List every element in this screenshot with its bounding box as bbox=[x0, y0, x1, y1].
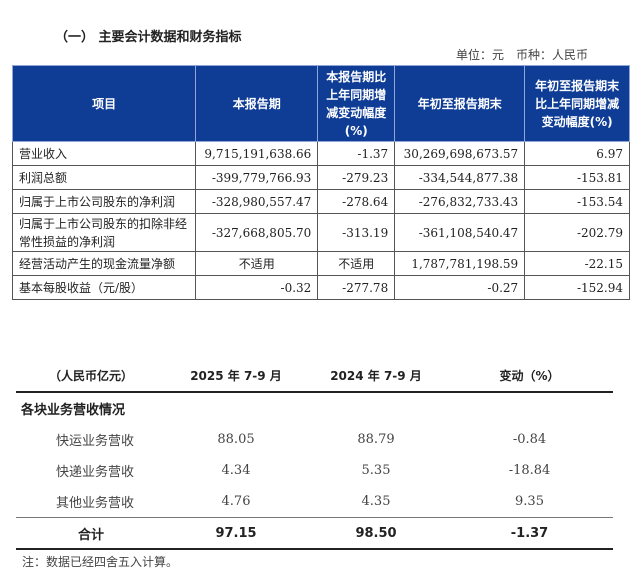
cell: -18.84 bbox=[508, 463, 551, 478]
cell: 不适用 bbox=[317, 251, 396, 276]
header-cell: 项目 bbox=[11, 65, 197, 142]
section-title: （一） 主要会计数据和财务指标 bbox=[55, 30, 242, 45]
row-label: 其他业务营收 bbox=[56, 496, 135, 511]
section-row: 各块业务营收情况 bbox=[16, 392, 613, 424]
financial-indicators-table: 项目 本报告期 本报告期比上年同期增减变动幅度(%) 年初至报告期末 年初至报告… bbox=[11, 65, 630, 300]
footnote: 注：数据已经四舍五入计算。 bbox=[22, 555, 179, 569]
cell: -1.37 bbox=[317, 141, 396, 166]
header-cell: （人民币亿元） bbox=[16, 360, 166, 393]
cell: -327,668,805.70 bbox=[195, 213, 319, 252]
table-row: 快递业务营收 4.34 5.35 -18.84 bbox=[16, 455, 613, 486]
table-header: （人民币亿元） 2025 年 7-9 月 2024 年 7-9 月 变动（%） bbox=[16, 360, 613, 393]
cell: -0.84 bbox=[512, 432, 547, 447]
cell: 9.35 bbox=[515, 494, 544, 509]
section-label: 各块业务营收情况 bbox=[21, 403, 126, 418]
cell: 1,787,781,198.59 bbox=[394, 251, 526, 276]
cell: 88.79 bbox=[357, 432, 395, 447]
row-label: 快运业务营收 bbox=[56, 434, 135, 449]
table-row: 经营活动产生的现金流量净额 不适用 不适用 1,787,781,198.59 -… bbox=[11, 251, 630, 276]
cell: -279.23 bbox=[317, 165, 396, 190]
row-label: 快递业务营收 bbox=[56, 465, 135, 480]
cell: -277.78 bbox=[317, 275, 396, 300]
header-cell: 年初至报告期末比上年同期增减变动幅度(%) bbox=[524, 65, 630, 142]
cell: -278.64 bbox=[317, 189, 396, 214]
unit-label: 单位：元 币种：人民币 bbox=[455, 48, 588, 62]
header-cell: 本报告期比上年同期增减变动幅度(%) bbox=[317, 65, 396, 142]
row-label: 归属于上市公司股东的扣除非经常性损益的净利润 bbox=[11, 213, 197, 252]
cell: -22.15 bbox=[524, 251, 630, 276]
row-label: 合计 bbox=[16, 517, 166, 550]
header-cell: 年初至报告期末 bbox=[394, 65, 526, 142]
header-cell: 本报告期 bbox=[195, 65, 319, 142]
table-row: 归属于上市公司股东的扣除非经常性损益的净利润 -327,668,805.70 -… bbox=[11, 213, 630, 252]
cell: -334,544,877.38 bbox=[394, 165, 526, 190]
cell: 5.35 bbox=[361, 463, 391, 478]
cell: 9,715,191,638.66 bbox=[195, 141, 319, 166]
cell: -399,779,766.93 bbox=[195, 165, 319, 190]
row-label: 基本每股收益（元/股） bbox=[11, 275, 197, 300]
cell: -361,108,540.47 bbox=[394, 213, 526, 252]
header-cell: 变动（%） bbox=[446, 360, 613, 393]
cell: -0.27 bbox=[394, 275, 526, 300]
row-label: 利润总额 bbox=[11, 165, 197, 190]
row-label: 归属于上市公司股东的净利润 bbox=[11, 189, 197, 214]
table-row: 利润总额 -399,779,766.93 -279.23 -334,544,87… bbox=[11, 165, 630, 190]
cell: -0.32 bbox=[195, 275, 319, 300]
table-row: 其他业务营收 4.76 4.35 9.35 bbox=[16, 486, 613, 518]
cell: -153.54 bbox=[524, 189, 630, 214]
cell: -276,832,733.43 bbox=[394, 189, 526, 214]
cell: -313.19 bbox=[317, 213, 396, 252]
cell: 30,269,698,673.57 bbox=[394, 141, 526, 166]
table-header: 项目 本报告期 本报告期比上年同期增减变动幅度(%) 年初至报告期末 年初至报告… bbox=[11, 65, 630, 142]
cell: -328,980,557.47 bbox=[195, 189, 319, 214]
cell: 4.76 bbox=[221, 494, 251, 509]
cell: 4.35 bbox=[361, 494, 391, 509]
table-row: 营业收入 9,715,191,638.66 -1.37 30,269,698,6… bbox=[11, 141, 630, 166]
table-row: 归属于上市公司股东的净利润 -328,980,557.47 -278.64 -2… bbox=[11, 189, 630, 214]
cell: -153.81 bbox=[524, 165, 630, 190]
cell: 98.50 bbox=[306, 517, 446, 550]
cell: 不适用 bbox=[195, 251, 319, 276]
table-row: 快运业务营收 88.05 88.79 -0.84 bbox=[16, 424, 613, 455]
cell: 6.97 bbox=[524, 141, 630, 166]
row-label: 营业收入 bbox=[11, 141, 197, 166]
row-label: 经营活动产生的现金流量净额 bbox=[11, 251, 197, 276]
header-cell: 2024 年 7-9 月 bbox=[306, 360, 446, 393]
total-row: 合计 97.15 98.50 -1.37 bbox=[16, 517, 613, 550]
table-row: 基本每股收益（元/股） -0.32 -277.78 -0.27 -152.94 bbox=[11, 275, 630, 300]
cell: -202.79 bbox=[524, 213, 630, 252]
cell: 4.34 bbox=[221, 463, 251, 478]
cell: -152.94 bbox=[524, 275, 630, 300]
cell: -1.37 bbox=[446, 517, 613, 550]
cell: 88.05 bbox=[217, 432, 255, 447]
segment-revenue-table: （人民币亿元） 2025 年 7-9 月 2024 年 7-9 月 变动（%） … bbox=[16, 360, 613, 550]
cell: 97.15 bbox=[166, 517, 306, 550]
header-cell: 2025 年 7-9 月 bbox=[166, 360, 306, 393]
